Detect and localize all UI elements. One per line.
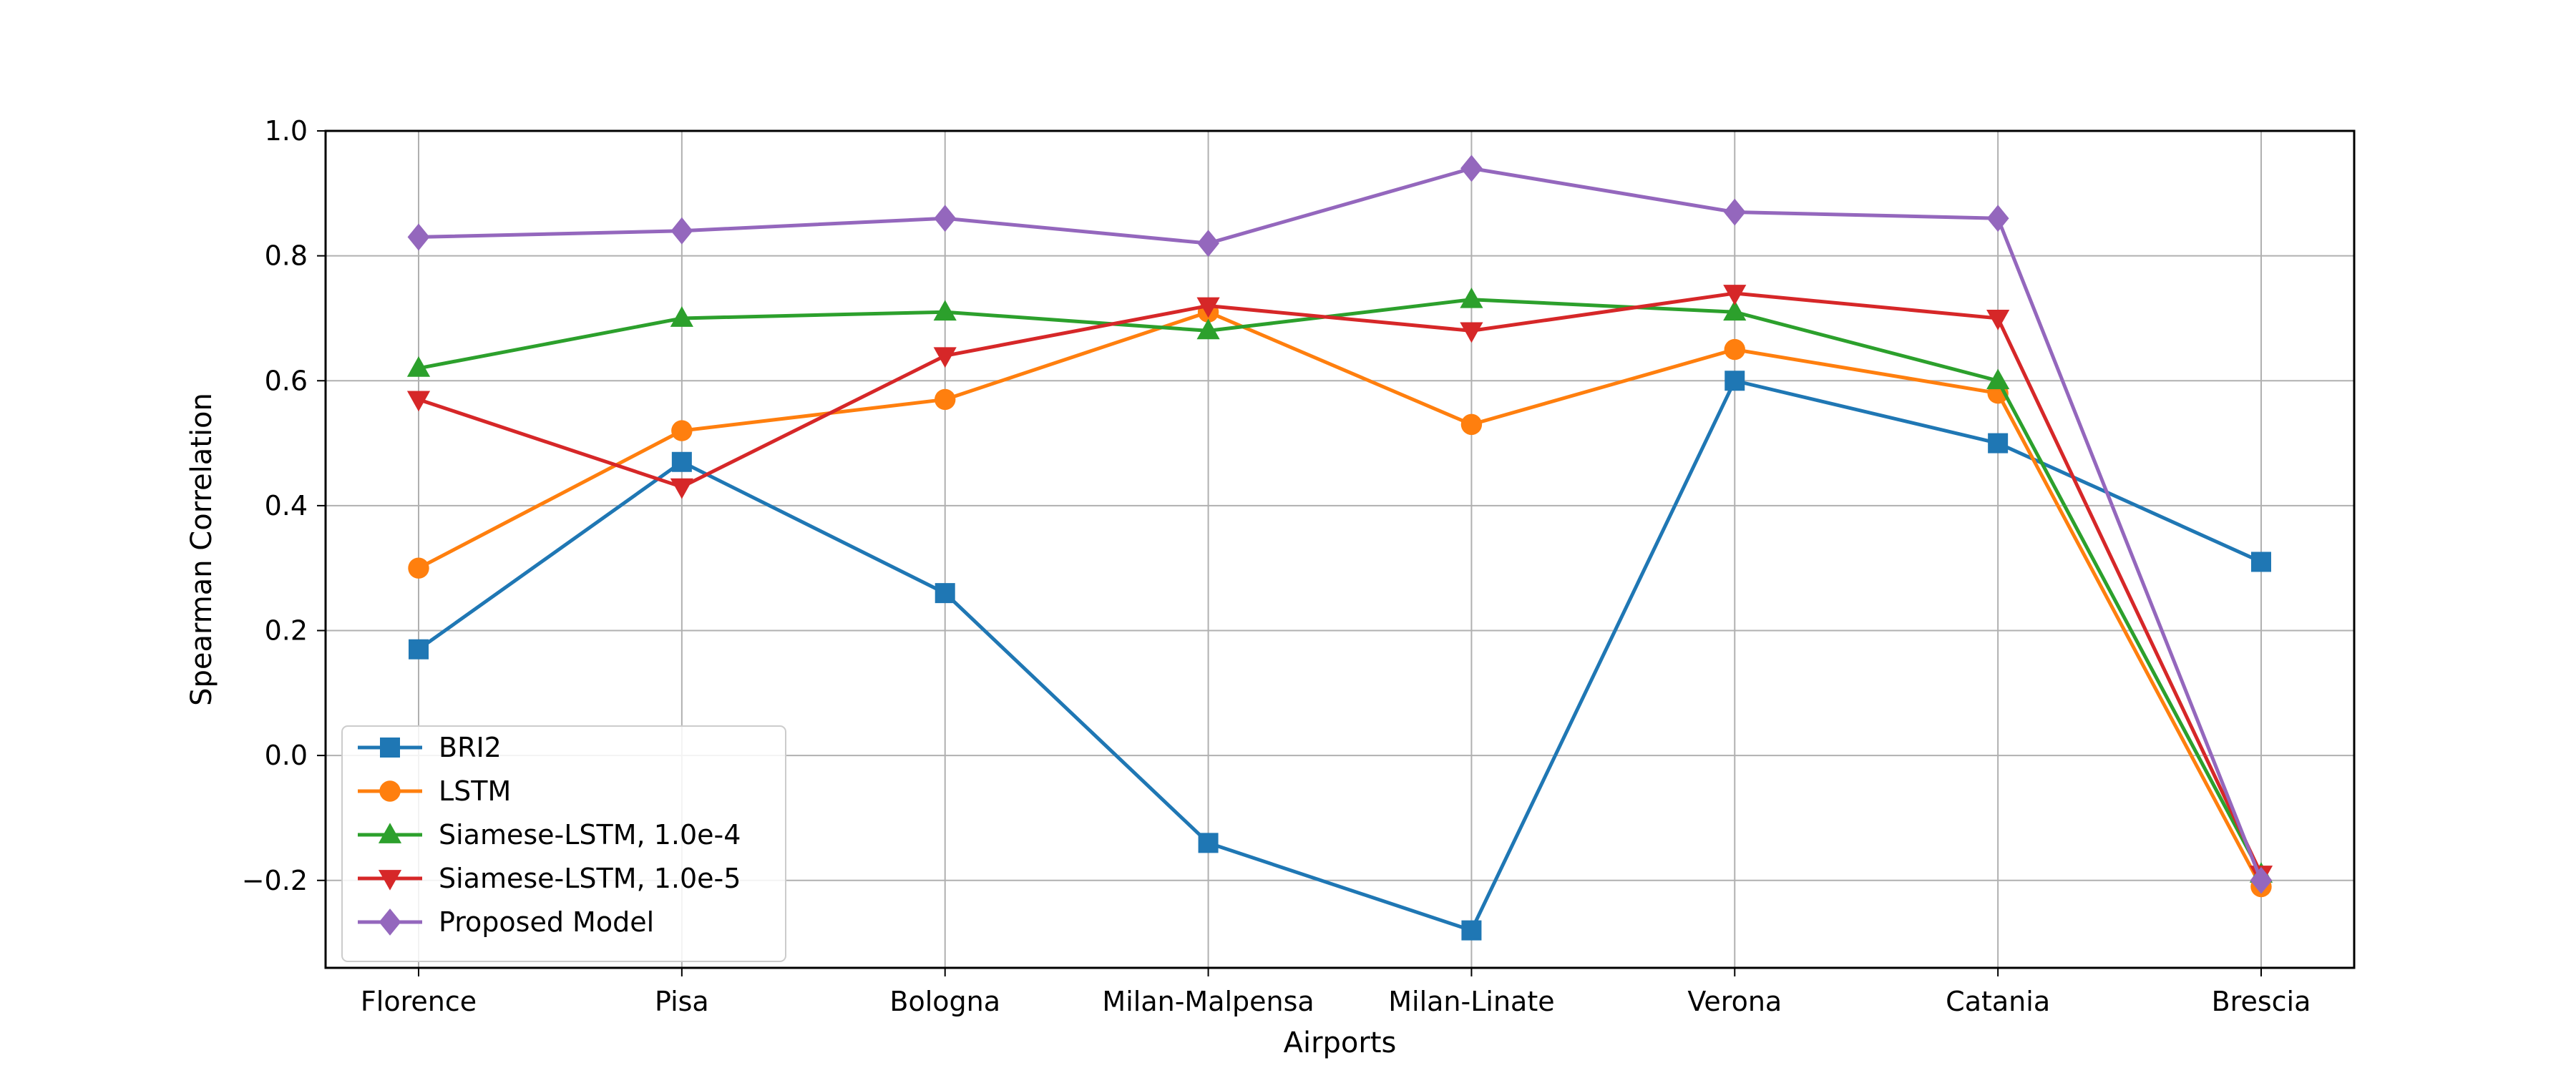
square-marker — [671, 451, 692, 472]
y-tick-label: 0.2 — [265, 615, 308, 647]
diamond-marker — [1986, 205, 2009, 232]
diamond-marker — [1460, 155, 1483, 182]
legend-item: BRI2 — [358, 732, 502, 763]
circle-marker — [379, 780, 401, 802]
legend-item: LSTM — [358, 775, 511, 807]
triangle-down-marker — [378, 870, 402, 891]
triangle-up-marker — [1196, 318, 1220, 340]
triangle-up-marker — [1986, 368, 2010, 390]
series-line — [417, 310, 2263, 888]
circle-marker — [671, 420, 693, 441]
diamond-marker — [379, 908, 401, 936]
legend-label: BRI2 — [439, 732, 502, 763]
square-marker — [935, 583, 955, 604]
x-tick-label: Pisa — [655, 986, 709, 1017]
square-marker — [1988, 433, 2009, 454]
y-tick-label: 1.0 — [265, 115, 308, 147]
series-siamese-lstm-1-0e-5 — [406, 285, 2273, 886]
square-marker — [1461, 920, 1482, 941]
triangle-up-marker — [406, 356, 431, 377]
grid-lines — [326, 130, 2354, 968]
legend: BRI2 LSTM Siamese-LSTM, 1.0e-4 Siamese-LSTM… — [341, 725, 786, 962]
x-tick-label: Milan-Linate — [1388, 986, 1554, 1017]
diamond-marker — [1197, 230, 1219, 258]
y-tick-label: 0.4 — [265, 490, 308, 521]
x-tick-label: Verona — [1687, 986, 1782, 1017]
square-marker — [1724, 371, 1745, 391]
triangle-down-marker — [933, 347, 957, 368]
series-line — [418, 298, 2263, 876]
triangle-up-marker — [1460, 287, 1483, 308]
series-siamese-lstm-1-0e-4 — [406, 287, 2273, 883]
y-axis-label: Spearman Correlation — [185, 393, 218, 706]
triangle-down-marker — [670, 478, 693, 499]
square-marker — [409, 639, 429, 660]
x-tick-label: Catania — [1946, 986, 2050, 1017]
circle-marker — [1724, 338, 1745, 361]
triangle-down-marker — [1986, 310, 2010, 330]
y-tick-label: −0.2 — [242, 865, 308, 896]
circle-marker — [1460, 413, 1483, 436]
legend-box — [341, 725, 786, 962]
triangle-down-marker — [1723, 285, 1747, 305]
series-line — [418, 291, 2263, 876]
legend-item: Siamese-LSTM, 1.0e-5 — [358, 863, 741, 894]
x-tick-label: Florence — [361, 986, 477, 1017]
legend-label: Siamese-LSTM, 1.0e-4 — [439, 819, 741, 851]
triangle-down-marker — [1196, 297, 1220, 318]
series-lines — [406, 155, 2273, 941]
diamond-marker — [670, 217, 693, 245]
diamond-marker — [934, 205, 957, 232]
circle-marker — [408, 557, 429, 579]
triangle-down-marker — [406, 391, 431, 412]
y-tick-label: 0.8 — [265, 240, 308, 272]
y-tick-label: 0.0 — [265, 740, 308, 771]
diamond-marker — [2250, 866, 2273, 894]
series-line — [417, 378, 2263, 933]
series-line — [418, 166, 2263, 881]
square-marker — [2251, 552, 2271, 572]
circle-marker — [935, 388, 956, 411]
square-marker — [380, 738, 400, 758]
legend-item: Proposed Model — [358, 906, 654, 938]
legend-label: LSTM — [439, 775, 511, 807]
square-marker — [1198, 833, 1219, 853]
triangle-up-marker — [933, 300, 957, 321]
x-tick-label: Milan-Malpensa — [1102, 986, 1314, 1017]
series-bri2 — [409, 371, 2271, 941]
x-tick-label: Brescia — [2212, 986, 2311, 1017]
axis-ticks: Florence Pisa Bologna Milan-Malpensa Milan-L… — [242, 115, 2311, 1017]
legend-label: Siamese-LSTM, 1.0e-5 — [439, 863, 741, 894]
series-proposed-model — [407, 155, 2273, 894]
y-tick-label: 0.6 — [265, 365, 308, 396]
plot-frame — [324, 129, 2356, 969]
diamond-marker — [407, 223, 430, 251]
triangle-up-marker — [378, 823, 402, 843]
diamond-marker — [1723, 198, 1746, 226]
x-axis-label: Airports — [1284, 1027, 1397, 1059]
triangle-down-marker — [1460, 322, 1483, 343]
triangle-up-marker — [1723, 300, 1747, 321]
legend-item: Siamese-LSTM, 1.0e-4 — [358, 819, 741, 851]
legend-label: Proposed Model — [439, 906, 654, 938]
triangle-up-marker — [670, 306, 693, 327]
x-tick-label: Bologna — [889, 986, 1000, 1017]
